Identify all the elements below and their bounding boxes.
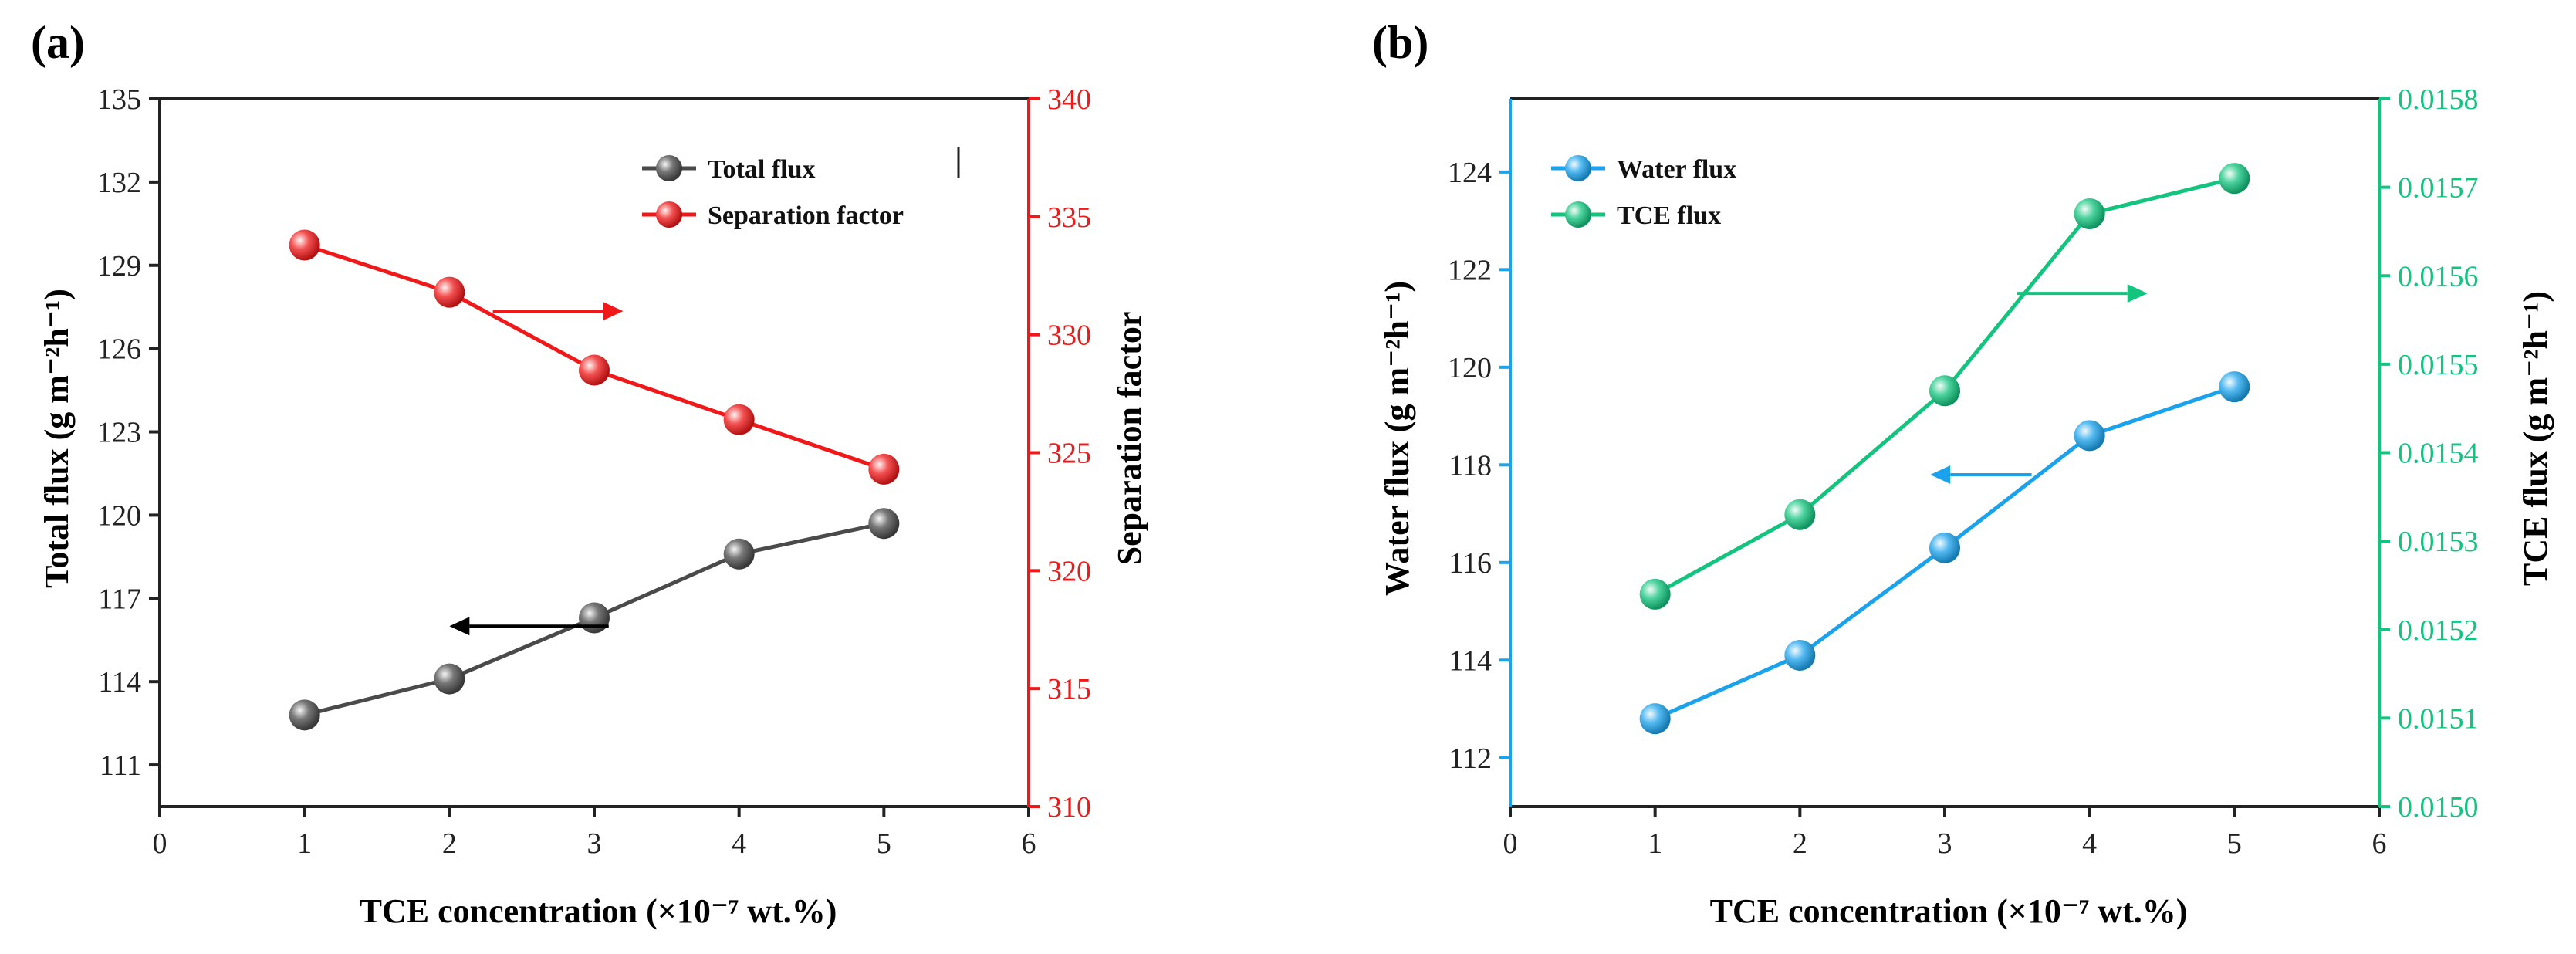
legend-marker-shade-0 — [1565, 155, 1591, 181]
data-point-shade-1 — [289, 229, 320, 261]
y-left-tick-label: 112 — [1449, 743, 1492, 775]
data-point-shade-1 — [1639, 578, 1671, 610]
x-tick-label: 2 — [442, 827, 457, 860]
data-point-shade-1 — [1929, 375, 1960, 407]
annotation-arrow-head — [603, 302, 624, 321]
annotation-arrow-head — [1930, 465, 1951, 484]
data-point-shade-0 — [1784, 639, 1816, 671]
y-left-axis-title-b: Water flux (g m⁻²h⁻¹) — [1378, 281, 1416, 596]
chart-panel-a: (a) 0 1 2 3 4 5 611111411712012312612913213531… — [31, 17, 1148, 930]
data-point-shade-1 — [723, 404, 755, 435]
x-tick-label: 1 — [297, 827, 312, 860]
legend-b: Water flux TCE flux — [1551, 155, 1736, 230]
data-point-shade-1 — [434, 276, 465, 308]
y-left-tick-label: 114 — [98, 666, 141, 699]
y-right-axis-title-a: Separation factor — [1111, 312, 1148, 566]
x-tick-label: 0 — [153, 827, 167, 860]
x-tick-label: 1 — [1648, 827, 1662, 860]
y-left-tick-label: 124 — [1448, 157, 1492, 189]
legend-label-0: Total flux — [708, 155, 816, 184]
data-point-shade-0 — [2074, 420, 2105, 452]
legend-a: Total flux Separation factor — [642, 147, 960, 230]
y-right-tick-label: 0.0157 — [2398, 172, 2479, 205]
x-axis-title-a: TCE concentration (×10⁻⁷ wt.%) — [360, 892, 837, 930]
y-left-tick-label: 118 — [1449, 449, 1492, 482]
y-left-tick-label: 116 — [1449, 547, 1492, 580]
y-left-tick-label: 117 — [98, 583, 141, 615]
y-right-tick-label: 0.0152 — [2398, 614, 2479, 647]
y-right-tick-label: 0.0155 — [2398, 349, 2479, 381]
data-point-shade-1 — [579, 354, 610, 386]
ticks-a: 0 1 2 3 4 5 6111114117120123126129132135310315… — [97, 83, 1091, 860]
y-right-tick-label: 0.0153 — [2398, 526, 2479, 558]
chart-panel-b: (b) 0 1 2 3 4 5 6 112 114 116 118 120 122 124 0.0150 0.… — [1372, 17, 2554, 930]
ticks-b: 0 1 2 3 4 5 6 112 114 116 118 120 122 124 0.0150 0.0151… — [1448, 83, 2479, 860]
x-tick-label: 6 — [1022, 827, 1036, 860]
legend-label-1: TCE flux — [1617, 201, 1721, 230]
y-right-tick-label: 0.0150 — [2398, 791, 2479, 824]
y-left-tick-label: 132 — [97, 167, 141, 199]
y-left-tick-label: 126 — [97, 333, 141, 366]
y-right-tick-label: 320 — [1047, 555, 1091, 587]
annotations-a — [449, 302, 624, 636]
y-left-tick-label: 122 — [1448, 254, 1492, 286]
y-right-tick-label: 330 — [1047, 320, 1091, 352]
y-right-tick-label: 0.0156 — [2398, 260, 2479, 293]
legend-marker-shade-1 — [656, 201, 682, 228]
x-axis-title-b: TCE concentration (×10⁻⁷ wt.%) — [1710, 892, 2188, 930]
y-left-tick-label: 120 — [1448, 352, 1492, 384]
y-right-tick-label: 0.0154 — [2398, 438, 2479, 470]
y-right-tick-label: 315 — [1047, 673, 1091, 705]
y-left-tick-label: 135 — [97, 83, 141, 116]
y-left-tick-label: 114 — [1449, 644, 1492, 677]
panel-label-a: (a) — [31, 17, 85, 68]
data-point-shade-0 — [723, 538, 755, 570]
y-right-tick-label: 335 — [1047, 201, 1091, 234]
data-point-shade-1 — [1784, 499, 1816, 530]
y-left-tick-label: 111 — [100, 749, 141, 782]
legend-marker-shade-0 — [656, 155, 682, 181]
y-right-tick-label: 340 — [1047, 83, 1091, 116]
data-point-shade-1 — [868, 453, 900, 485]
y-right-tick-label: 310 — [1047, 791, 1091, 824]
x-tick-label: 2 — [1793, 827, 1807, 860]
data-point-shade-1 — [2074, 198, 2105, 230]
data-point-shade-0 — [289, 699, 320, 731]
y-right-axis-title-b: TCE flux (g m⁻²h⁻¹) — [2517, 291, 2554, 586]
panel-label-b: (b) — [1372, 17, 1428, 68]
x-tick-label: 4 — [2082, 827, 2097, 860]
x-tick-label: 5 — [2227, 827, 2242, 860]
x-tick-label: 6 — [2372, 827, 2387, 860]
x-tick-label: 3 — [1938, 827, 1952, 860]
data-point-shade-0 — [1639, 703, 1671, 735]
y-left-axis-title-a: Total flux (g m⁻²h⁻¹) — [38, 289, 76, 588]
data-point-shade-0 — [579, 602, 610, 634]
y-right-tick-label: 0.0158 — [2398, 83, 2479, 116]
x-tick-label: 5 — [877, 827, 891, 860]
series-a — [289, 229, 900, 731]
annotations-b — [1930, 284, 2148, 484]
x-tick-label: 3 — [587, 827, 602, 860]
data-point-shade-0 — [2219, 371, 2250, 403]
legend-label-1: Separation factor — [708, 201, 904, 230]
x-tick-label: 4 — [732, 827, 746, 860]
y-right-tick-label: 325 — [1047, 438, 1091, 470]
data-point-shade-0 — [434, 663, 465, 695]
legend-label-0: Water flux — [1617, 155, 1736, 184]
annotation-arrow-head — [2127, 284, 2148, 303]
series-b — [1639, 163, 2250, 735]
data-point-shade-1 — [2219, 163, 2250, 195]
data-point-shade-0 — [1929, 532, 1960, 563]
annotation-arrow-head — [449, 617, 470, 636]
y-left-tick-label: 120 — [97, 499, 141, 532]
x-tick-label: 0 — [1503, 827, 1518, 860]
data-point-shade-0 — [868, 508, 900, 540]
legend-marker-shade-1 — [1565, 201, 1591, 228]
y-right-tick-label: 0.0151 — [2398, 702, 2479, 735]
y-left-tick-label: 129 — [97, 250, 141, 282]
y-left-tick-label: 123 — [97, 417, 141, 449]
